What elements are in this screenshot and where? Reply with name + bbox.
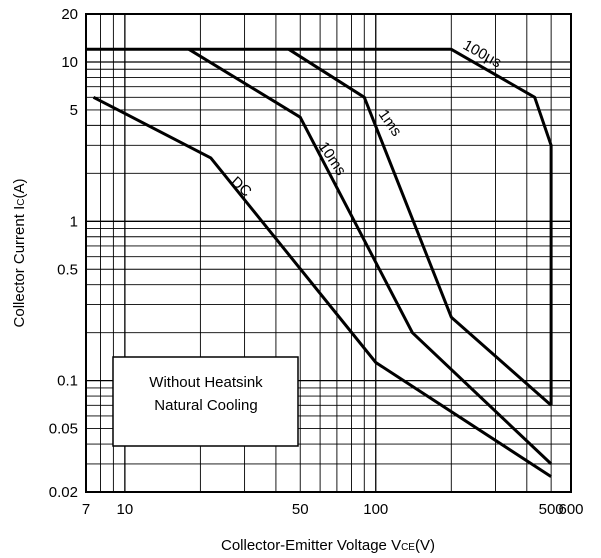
plot-border xyxy=(85,13,572,493)
x-axis-label: Collector-Emitter Voltage VCE(V) xyxy=(221,537,435,554)
curves xyxy=(86,47,553,478)
x-tick-label: 50 xyxy=(292,501,309,518)
annotation-line-2: Natural Cooling xyxy=(154,397,257,414)
curve-1ms xyxy=(287,48,553,407)
curve-10ms xyxy=(188,48,553,465)
x-tick-label: 500 xyxy=(539,501,564,518)
y-tick-label: 0.05 xyxy=(49,421,78,438)
annotation-box: Without Heatsink Natural Cooling xyxy=(112,356,299,447)
x-tick-label: 10 xyxy=(117,501,134,518)
y-tick-label: 0.1 xyxy=(57,373,78,390)
curve-100s xyxy=(86,47,553,406)
y-tick-label: 1 xyxy=(70,213,78,230)
label-dc: DC xyxy=(227,173,255,200)
curve-dc xyxy=(92,95,552,478)
y-tick-label: 5 xyxy=(70,102,78,119)
y-axis-label: Collector Current IC(A) xyxy=(11,179,28,328)
y-tick-label: 10 xyxy=(61,54,78,71)
x-tick-label: 600 xyxy=(558,501,583,518)
y-tick-label: 0.02 xyxy=(49,484,78,501)
x-tick-label: 100 xyxy=(363,501,388,518)
x-tick-label: 7 xyxy=(82,501,90,518)
annotation-line-1: Without Heatsink xyxy=(149,374,263,391)
y-tick-label: 0.5 xyxy=(57,261,78,278)
y-tick-label: 20 xyxy=(61,6,78,23)
